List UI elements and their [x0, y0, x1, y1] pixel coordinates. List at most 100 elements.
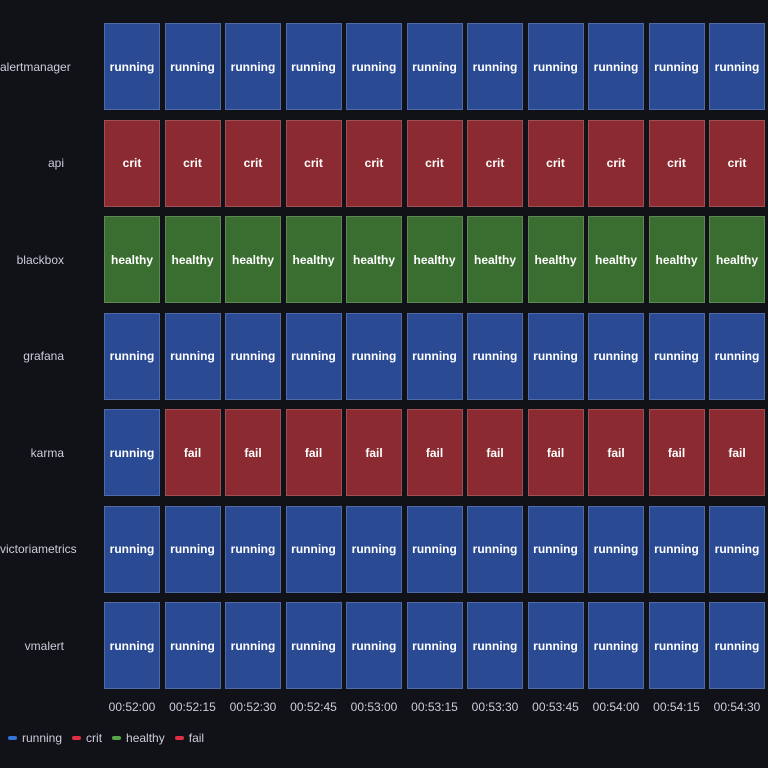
status-cell-alertmanager-0[interactable]: running	[104, 23, 160, 110]
status-cell-grafana-5[interactable]: running	[406, 312, 463, 400]
status-cell-grafana-9[interactable]: running	[648, 312, 705, 400]
x-tick-label: 00:52:00	[108, 700, 156, 714]
row-label-alertmanager: alertmanager	[0, 59, 71, 74]
status-cell-api-2[interactable]: crit	[225, 119, 281, 207]
status-cell-alertmanager-7[interactable]: running	[527, 23, 584, 110]
status-cell-karma-9[interactable]: fail	[648, 409, 705, 496]
x-tick-label: 00:54:30	[713, 700, 761, 714]
status-cell-grafana-6[interactable]: running	[467, 312, 523, 400]
status-cell-karma-3[interactable]: fail	[285, 409, 342, 496]
row-label-api: api	[47, 156, 64, 170]
status-cell-alertmanager-10[interactable]: running	[709, 23, 765, 110]
status-cell-alertmanager-3[interactable]: running	[285, 23, 342, 110]
status-cell-api-0[interactable]: crit	[104, 119, 160, 207]
status-cell-api-8[interactable]: crit	[588, 119, 644, 207]
status-cell-victoriametrics-8[interactable]: running	[588, 505, 644, 593]
status-cell-victoriametrics-3[interactable]: running	[285, 505, 342, 593]
status-cell-vmalert-2[interactable]: running	[225, 602, 281, 689]
legend-item-fail[interactable]: fail	[174, 731, 205, 745]
status-cell-grafana-4[interactable]: running	[346, 312, 402, 400]
status-cell-karma-5[interactable]: fail	[406, 409, 463, 496]
status-cell-grafana-7[interactable]: running	[527, 312, 584, 400]
row-label-karma: karma	[30, 445, 64, 460]
status-cell-api-10[interactable]: crit	[709, 119, 765, 207]
x-tick-label: 00:53:00	[350, 700, 398, 714]
status-cell-blackbox-1[interactable]: healthy	[164, 216, 221, 303]
row-label-grafana: grafana	[23, 349, 64, 363]
status-cell-api-9[interactable]: crit	[648, 119, 705, 207]
status-cell-api-6[interactable]: crit	[467, 119, 523, 207]
status-cell-victoriametrics-9[interactable]: running	[648, 505, 705, 593]
status-cell-grafana-10[interactable]: running	[709, 312, 765, 400]
legend-item-healthy[interactable]: healthy	[112, 731, 165, 745]
status-cell-blackbox-2[interactable]: healthy	[225, 216, 281, 303]
status-cell-api-3[interactable]: crit	[285, 119, 342, 207]
status-cell-alertmanager-8[interactable]: running	[588, 23, 644, 110]
status-cell-alertmanager-4[interactable]: running	[346, 23, 402, 110]
status-cell-vmalert-6[interactable]: running	[467, 602, 523, 689]
status-cell-api-5[interactable]: crit	[406, 119, 463, 207]
status-cell-blackbox-9[interactable]: healthy	[648, 216, 705, 303]
status-cell-victoriametrics-5[interactable]: running	[406, 505, 463, 593]
status-cell-karma-2[interactable]: fail	[225, 409, 281, 496]
status-cell-alertmanager-6[interactable]: running	[467, 23, 523, 110]
x-tick-label: 00:53:30	[471, 700, 519, 714]
status-cell-vmalert-0[interactable]: running	[104, 602, 160, 689]
status-cell-karma-7[interactable]: fail	[527, 409, 584, 496]
status-cell-blackbox-3[interactable]: healthy	[285, 216, 342, 303]
status-cell-victoriametrics-1[interactable]: running	[164, 505, 221, 593]
status-cell-vmalert-3[interactable]: running	[285, 602, 342, 689]
status-cell-grafana-2[interactable]: running	[225, 312, 281, 400]
status-cell-karma-6[interactable]: fail	[467, 409, 523, 496]
legend-label: running	[22, 731, 63, 745]
status-cell-blackbox-6[interactable]: healthy	[467, 216, 523, 303]
status-cell-blackbox-0[interactable]: healthy	[104, 216, 160, 303]
status-cell-victoriametrics-2[interactable]: running	[225, 505, 281, 593]
status-cell-vmalert-1[interactable]: running	[164, 602, 221, 689]
x-tick-label: 00:53:15	[411, 700, 458, 714]
legend-item-running[interactable]: running	[8, 731, 62, 745]
status-cell-karma-1[interactable]: fail	[164, 409, 221, 496]
status-cell-vmalert-7[interactable]: running	[527, 602, 584, 689]
row-label-vmalert: vmalert	[24, 638, 64, 653]
legend-item-crit[interactable]: crit	[72, 731, 102, 745]
status-cell-alertmanager-9[interactable]: running	[648, 23, 705, 110]
status-cell-vmalert-8[interactable]: running	[588, 602, 644, 689]
status-cell-victoriametrics-7[interactable]: running	[527, 505, 584, 593]
legend-label: crit	[86, 731, 103, 745]
status-cell-blackbox-8[interactable]: healthy	[588, 216, 644, 303]
status-cell-alertmanager-5[interactable]: running	[406, 23, 463, 110]
status-cell-karma-4[interactable]: fail	[346, 409, 402, 496]
status-cell-grafana-0[interactable]: running	[104, 312, 160, 400]
status-cell-karma-8[interactable]: fail	[588, 409, 644, 496]
x-tick-label: 00:52:45	[290, 700, 337, 714]
status-cell-grafana-8[interactable]: running	[588, 312, 644, 400]
status-cell-victoriametrics-6[interactable]: running	[467, 505, 523, 593]
status-cell-blackbox-10[interactable]: healthy	[709, 216, 765, 303]
status-cell-victoriametrics-10[interactable]: running	[709, 505, 765, 593]
status-cell-grafana-1[interactable]: running	[164, 312, 221, 400]
row-label-victoriametrics: victoriametrics	[0, 542, 77, 556]
status-cell-vmalert-9[interactable]: running	[648, 602, 705, 689]
status-cell-victoriametrics-0[interactable]: running	[104, 505, 160, 593]
legend-swatch	[72, 736, 82, 740]
status-cell-api-1[interactable]: crit	[164, 119, 221, 207]
legend-swatch	[8, 736, 17, 740]
status-cell-alertmanager-1[interactable]: running	[164, 23, 221, 110]
status-cell-grafana-3[interactable]: running	[285, 312, 342, 400]
status-cell-api-4[interactable]: crit	[346, 119, 402, 207]
status-cell-karma-10[interactable]: fail	[709, 409, 765, 496]
status-cell-karma-0[interactable]: running	[104, 409, 160, 496]
status-cell-blackbox-5[interactable]: healthy	[406, 216, 463, 303]
legend-label: healthy	[126, 731, 165, 745]
status-cell-vmalert-4[interactable]: running	[346, 602, 402, 689]
status-cell-blackbox-7[interactable]: healthy	[527, 216, 584, 303]
status-cell-vmalert-5[interactable]: running	[406, 602, 463, 689]
status-cell-api-7[interactable]: crit	[527, 119, 584, 207]
status-cell-alertmanager-2[interactable]: running	[225, 23, 281, 110]
status-cell-blackbox-4[interactable]: healthy	[346, 216, 402, 303]
legend-label: fail	[188, 731, 205, 745]
status-cell-vmalert-10[interactable]: running	[709, 602, 765, 689]
status-cell-victoriametrics-4[interactable]: running	[346, 505, 402, 593]
